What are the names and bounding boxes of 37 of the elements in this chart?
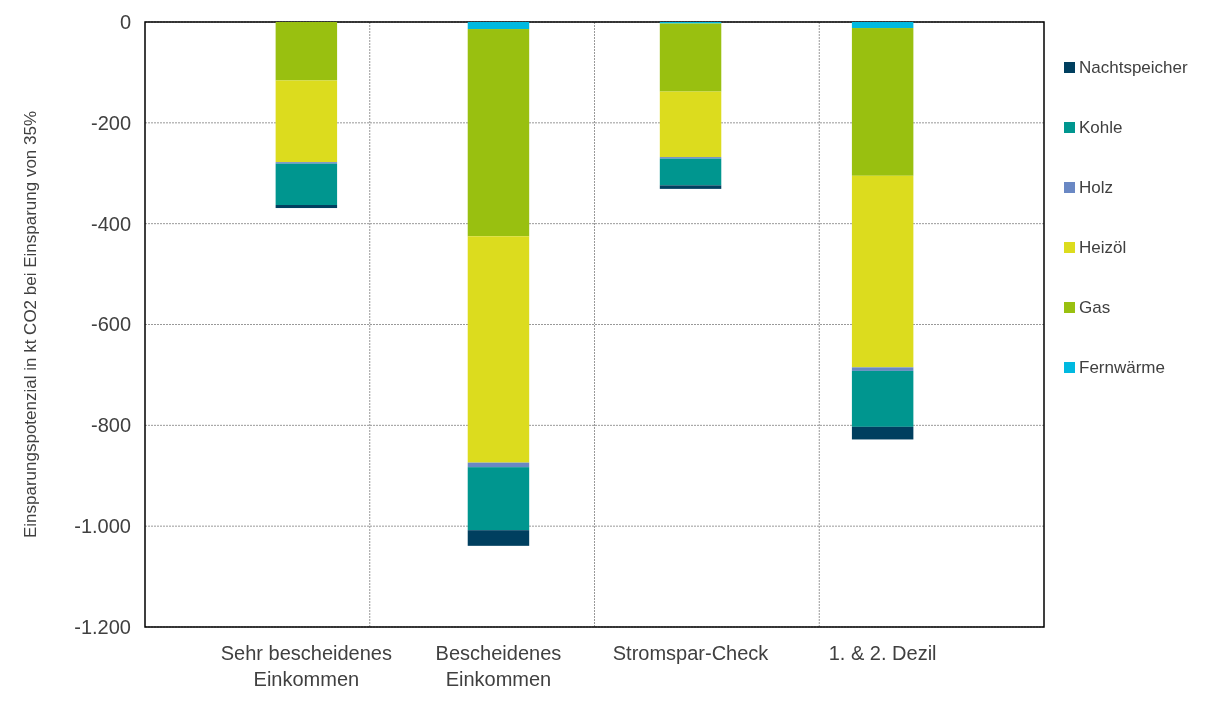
legend-label: Holz	[1079, 178, 1114, 197]
y-tick-label: -400	[90, 212, 131, 235]
bar	[275, 80, 338, 163]
bar	[467, 29, 530, 237]
x-tick-label: 1. & 2. Dezil	[828, 642, 937, 664]
legend-label: Kohle	[1079, 118, 1123, 137]
bar	[275, 22, 338, 81]
bar	[659, 91, 722, 158]
bar	[659, 23, 722, 92]
x-tick-label: Bescheidenes Einkommen	[435, 642, 562, 690]
bar	[851, 22, 914, 29]
bar	[275, 205, 338, 209]
bar	[851, 426, 914, 440]
bar	[275, 163, 338, 206]
bar	[467, 467, 530, 531]
bar	[851, 367, 914, 371]
bar	[659, 185, 722, 189]
y-tick-label: -1.200	[74, 615, 131, 638]
y-tick-label: -200	[90, 111, 131, 134]
y-tick-label: -600	[90, 313, 131, 336]
legend-label: Heizöl	[1079, 238, 1127, 257]
y-tick-label: -800	[90, 414, 131, 437]
bar	[851, 370, 914, 427]
legend-label: Gas	[1079, 298, 1111, 317]
legend-label: Fernwärme	[1079, 358, 1165, 377]
bar	[467, 530, 530, 546]
bar	[851, 28, 914, 176]
bar	[659, 158, 722, 186]
x-tick-label: Stromspar-Check	[612, 642, 770, 664]
bar	[467, 236, 530, 463]
y-tick-label: -1.000	[74, 515, 131, 538]
bar	[851, 175, 914, 368]
y-axis-title: Einsparungspotenzial in kt CO2 bei Einsparung von 35%	[21, 110, 40, 539]
legend-label: Nachtspeicher	[1079, 58, 1188, 77]
bar	[467, 22, 530, 30]
y-tick-label: 0	[119, 10, 131, 33]
x-tick-label: Sehr bescheidenes Einkommen	[220, 642, 392, 690]
